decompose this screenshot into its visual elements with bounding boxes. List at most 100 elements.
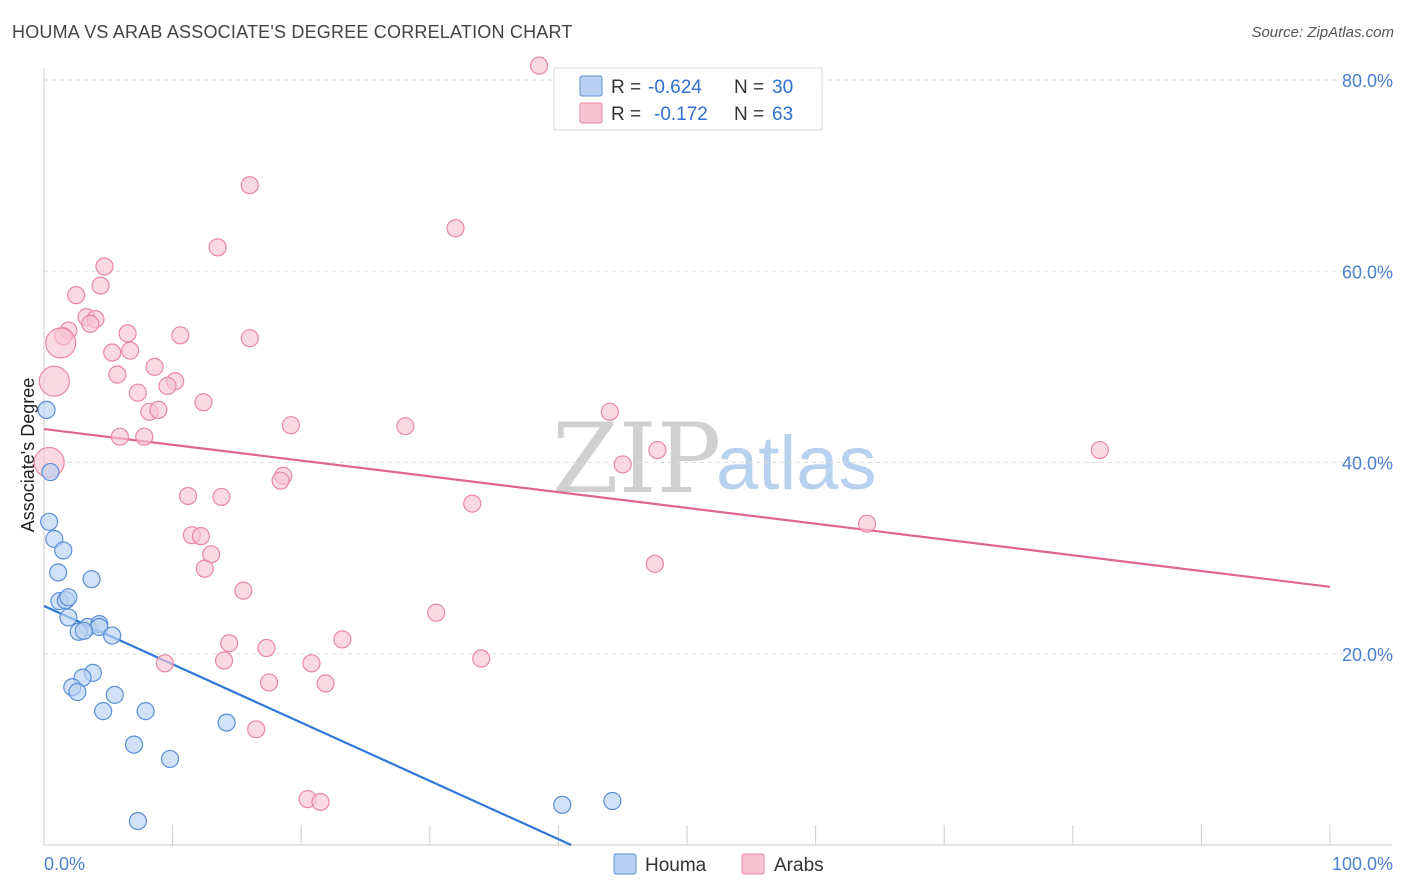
x-tick-label-min: 0.0% <box>44 854 85 874</box>
arabs-points <box>33 56 1109 812</box>
arabs-point <box>214 651 234 670</box>
legend-houma-r-label: R = <box>611 77 641 98</box>
houma-point <box>41 462 60 482</box>
arabs-point <box>118 324 137 343</box>
arabs-point <box>178 486 198 506</box>
arabs-point <box>110 427 129 446</box>
arabs-point <box>311 792 330 812</box>
legend-arabs-n-label: N = <box>734 104 764 125</box>
x-tick-label-max: 100.0% <box>1332 854 1393 874</box>
arabs-point <box>259 673 279 692</box>
arabs-point <box>191 527 210 546</box>
arabs-point <box>472 649 491 668</box>
arabs-point <box>149 400 168 420</box>
houma-point <box>136 702 155 721</box>
arabs-point <box>103 343 122 362</box>
arabs-point <box>155 654 174 673</box>
arabs-point <box>247 720 266 739</box>
arabs-point <box>530 56 549 75</box>
arabs-point <box>171 326 190 345</box>
y-tick-label: 40.0% <box>1342 454 1393 474</box>
legend-houma-n-label: N = <box>734 77 764 98</box>
legend-houma-r-value: -0.624 <box>648 77 702 98</box>
arabs-point <box>600 402 619 421</box>
legend-arabs-n-value: 63 <box>772 104 793 125</box>
arabs-point <box>648 440 667 460</box>
arabs-point <box>95 257 114 276</box>
arabs-point <box>108 365 127 384</box>
bottom-legend-houma-swatch <box>613 853 637 875</box>
houma-point <box>217 713 236 732</box>
houma-point <box>59 608 78 627</box>
series-legend: Houma Arabs <box>613 853 824 876</box>
houma-point <box>37 400 56 420</box>
arabs-point <box>91 276 110 295</box>
arabs-point <box>1090 440 1109 460</box>
trend-lines <box>43 427 1331 847</box>
watermark-atlas: atlas <box>716 421 877 506</box>
houma-point <box>74 621 93 640</box>
legend-houma-n-value: 30 <box>772 77 793 98</box>
arabs-point <box>81 314 100 333</box>
watermark-zip: ZIP <box>552 403 721 515</box>
arabs-point <box>271 471 290 490</box>
houma-points <box>37 400 622 831</box>
grid-lines <box>44 79 1392 655</box>
houma-point <box>553 795 572 814</box>
bottom-legend-arabs-swatch <box>741 853 765 875</box>
arabs-point <box>396 417 415 436</box>
arabs-point <box>427 603 446 622</box>
legend-arabs-swatch <box>579 102 603 124</box>
arabs-point <box>67 286 86 305</box>
arabs-point <box>220 634 239 653</box>
arabs-point <box>463 494 482 513</box>
arabs-point <box>645 554 664 573</box>
houma-point <box>49 563 68 582</box>
houma-point <box>82 570 101 589</box>
arabs-point <box>38 365 70 397</box>
arabs-point <box>195 559 214 578</box>
legend-arabs-r-value: -0.172 <box>654 104 708 125</box>
source-label: Source: ZipAtlas.com <box>1251 24 1394 41</box>
arabs-point <box>158 376 177 396</box>
arabs-point <box>240 329 259 348</box>
houma-point <box>603 791 622 811</box>
arabs-point <box>45 327 77 359</box>
arabs-point <box>857 514 877 533</box>
y-axis-label: Associate's Degree <box>18 378 38 533</box>
chart-title: HOUMA VS ARAB ASSOCIATE'S DEGREE CORRELA… <box>12 22 573 42</box>
arabs-point <box>333 630 352 649</box>
houma-point <box>105 685 124 704</box>
arabs-point <box>302 654 321 673</box>
houma-point <box>94 702 113 721</box>
bottom-legend-houma-label: Houma <box>645 855 707 876</box>
ticks: 20.0% 40.0% 60.0% 80.0% 0.0% 100.0% <box>44 71 1393 874</box>
arabs-point <box>257 638 276 658</box>
arabs-point <box>145 357 164 376</box>
houma-point <box>124 735 144 754</box>
houma-point <box>68 682 87 702</box>
houma-point <box>103 626 122 645</box>
houma-point <box>54 541 73 560</box>
arabs-point <box>212 487 231 507</box>
arabs-point <box>234 581 253 600</box>
arabs-point <box>281 416 301 435</box>
legend-arabs-r-label: R = <box>611 104 641 125</box>
arabs-point <box>240 176 259 195</box>
houma-point <box>40 512 59 531</box>
arabs-point <box>446 219 465 238</box>
y-tick-label: 80.0% <box>1342 71 1393 91</box>
arabs-point <box>208 238 227 257</box>
houma-point <box>128 811 147 831</box>
correlation-legend: R = -0.624 N = 30 R = -0.172 N = 63 <box>553 67 823 131</box>
bottom-legend-arabs-label: Arabs <box>774 855 824 876</box>
legend-houma-swatch <box>579 75 603 97</box>
houma-point <box>59 588 78 607</box>
arabs-point <box>128 383 147 402</box>
houma-trend-line <box>43 604 572 847</box>
arabs-point <box>121 341 140 360</box>
arabs-point <box>316 674 335 693</box>
arabs-trend-line <box>43 427 1331 588</box>
y-tick-label: 20.0% <box>1342 645 1393 665</box>
